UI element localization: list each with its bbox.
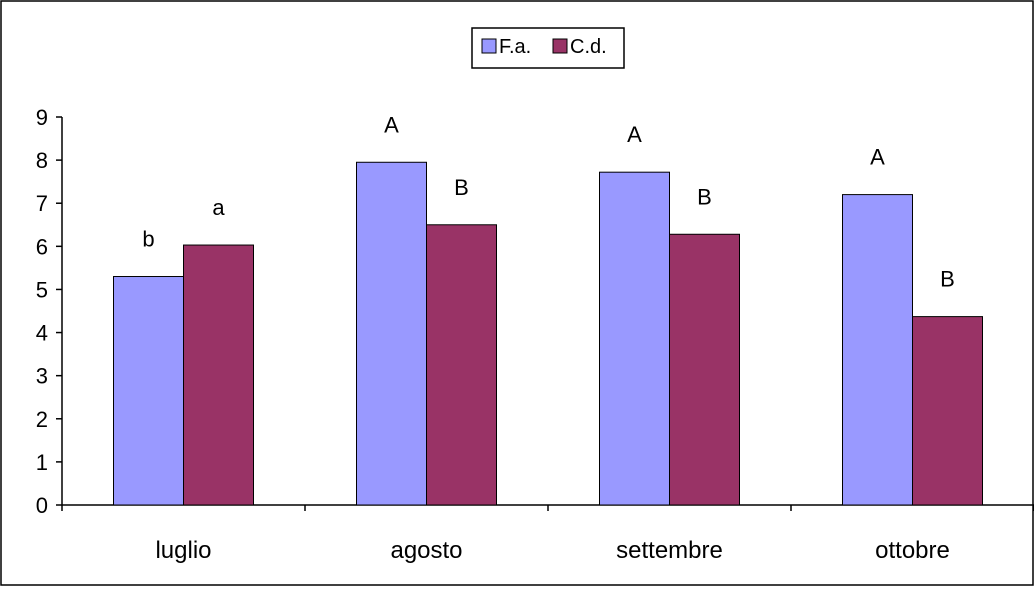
bar-cd-agosto <box>426 224 497 506</box>
y-tick-label: 0 <box>36 493 48 518</box>
bar-fa-agosto <box>356 161 427 506</box>
legend: F.a. C.d. <box>471 27 625 69</box>
significance-label: A <box>384 112 399 137</box>
y-tick-label: 8 <box>36 148 48 173</box>
y-tick-label: 2 <box>36 407 48 432</box>
y-tick-label: 4 <box>36 321 48 346</box>
y-tick-label: 6 <box>36 234 48 259</box>
label-layer: b a A B A B A B <box>142 112 954 291</box>
bar-fa-settembre <box>599 171 670 506</box>
y-tick-label: 9 <box>36 105 48 130</box>
y-tick-label: 1 <box>36 450 48 475</box>
legend-swatch-cd <box>552 38 568 54</box>
legend-box <box>471 27 625 69</box>
legend-label-fa: F.a. <box>499 36 531 58</box>
x-category-label: agosto <box>390 537 462 564</box>
x-category-label: settembre <box>616 537 723 564</box>
y-tick-label: 7 <box>36 191 48 216</box>
legend-swatch-fa <box>481 38 497 54</box>
y-tick-label: 3 <box>36 364 48 389</box>
significance-label: B <box>697 184 712 209</box>
significance-label: B <box>940 267 955 292</box>
bar-cd-settembre <box>669 233 740 506</box>
significance-label: b <box>142 227 154 252</box>
x-category-label: ottobre <box>875 537 950 564</box>
bar-fa-luglio <box>113 276 184 506</box>
significance-label: B <box>454 175 469 200</box>
x-category-label: luglio <box>155 537 211 564</box>
bar-cd-luglio <box>183 244 254 506</box>
y-tick-label: 5 <box>36 277 48 302</box>
bar-layer <box>113 161 983 506</box>
significance-label: A <box>870 145 885 170</box>
bar-fa-ottobre <box>842 194 913 506</box>
significance-label: A <box>627 122 642 147</box>
legend-label-cd: C.d. <box>570 36 607 58</box>
bar-cd-ottobre <box>912 316 983 506</box>
significance-label: a <box>212 195 225 220</box>
